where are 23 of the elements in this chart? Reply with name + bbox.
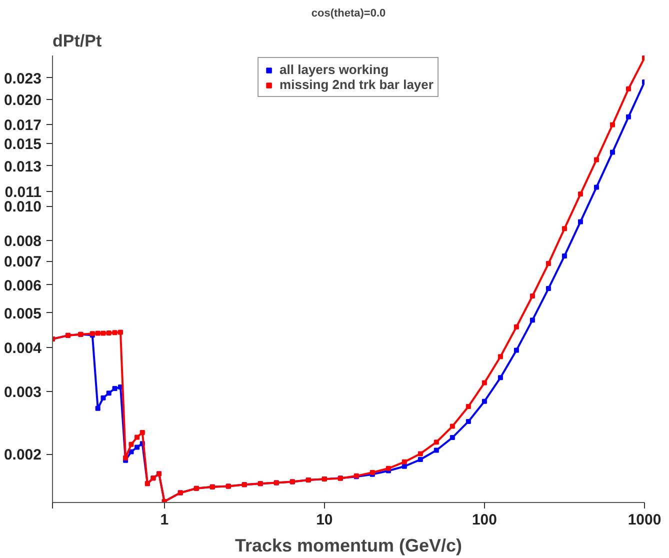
- y-tick-label: 0.008: [4, 233, 42, 250]
- y-axis-title: dPt/Pt: [52, 32, 102, 50]
- y-tick-label: 0.020: [4, 92, 42, 109]
- chart-title: cos(theta)=0.0: [311, 8, 386, 20]
- y-tick-label: 0.005: [4, 305, 42, 322]
- y-tick-label: 0.011: [4, 184, 42, 201]
- y-tick-label: 0.010: [4, 198, 42, 216]
- x-tick-label: 1: [160, 512, 169, 528]
- legend-label: missing 2nd trk bar layer: [280, 77, 434, 92]
- x-tick-label: 10: [316, 512, 333, 528]
- x-tick-label: 1000: [628, 512, 662, 528]
- y-tick-label: 0.004: [4, 340, 42, 357]
- y-tick-label: 0.015: [4, 136, 42, 154]
- x-axis-title: Tracks momentum (GeV/c): [234, 536, 462, 556]
- legend-label: all layers working: [280, 62, 389, 77]
- y-tick-label: 0.002: [4, 446, 42, 464]
- y-tick-label: 0.013: [4, 158, 42, 176]
- y-tick-label: 0.023: [4, 70, 42, 88]
- y-tick-label: 0.017: [4, 116, 42, 134]
- y-tick-label: 0.006: [4, 277, 42, 294]
- y-tick-label: 0.007: [4, 254, 42, 271]
- x-tick-label: 100: [472, 512, 497, 528]
- y-tick-label: 0.003: [4, 384, 42, 402]
